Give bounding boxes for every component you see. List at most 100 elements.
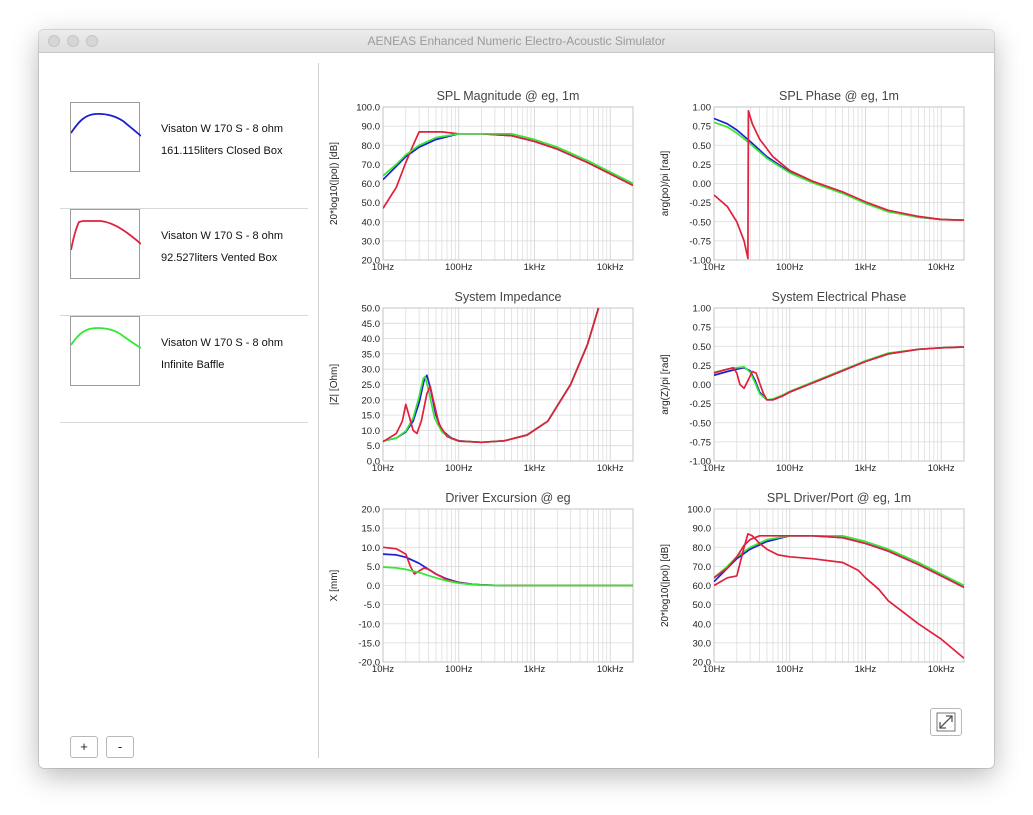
y-tick-label: 0.0 xyxy=(367,581,380,592)
chart-svg: -1.00 -0.75 -0.50 -0.25 0.00 0.25 0.50 0.75 1.00… xyxy=(660,290,965,474)
y-tick-label: 10.0 xyxy=(362,543,381,554)
y-tick-label: -15.0 xyxy=(358,638,380,649)
simulation-item-closed-box[interactable]: Visaton W 170 S - 8 ohm 161.115liters Cl… xyxy=(60,90,308,197)
y-tick-label: 90.0 xyxy=(362,122,381,133)
x-tick-label: 100Hz xyxy=(776,262,804,273)
x-tick-label: 100Hz xyxy=(445,664,473,675)
y-tick-label: -0.25 xyxy=(689,399,711,410)
y-tick-label: 20.0 xyxy=(362,395,381,406)
y-tick-label: 15.0 xyxy=(362,524,381,535)
x-tick-label: 1kHz xyxy=(524,463,546,474)
simulation-item-infinite-baffle[interactable]: Visaton W 170 S - 8 ohm Infinite Baffle xyxy=(60,304,308,411)
y-tick-label: 0.25 xyxy=(693,160,712,171)
window-title: AENEAS Enhanced Numeric Electro-Acoustic… xyxy=(367,34,666,48)
y-tick-label: 40.0 xyxy=(362,334,381,345)
series-line xyxy=(714,117,964,222)
plot-area xyxy=(382,307,634,462)
y-axis-label: |Z| [Ohm] xyxy=(329,364,340,406)
y-tick-label: 50.0 xyxy=(693,600,712,611)
chart-system-electrical-phase: -1.00 -0.75 -0.50 -0.25 0.00 0.25 0.50 0.75 1.00… xyxy=(656,286,966,486)
y-tick-label: 0.75 xyxy=(693,122,712,133)
series-line xyxy=(714,533,964,659)
y-tick-label: 100.0 xyxy=(687,505,711,516)
y-axis-label: 20*log10(|po|) [dB] xyxy=(660,544,671,627)
plot-area xyxy=(713,106,965,261)
y-tick-label: 40.0 xyxy=(362,217,381,228)
chart-system-impedance: 0.0 5.0 10.0 15.0 20.0 25.0 30.0 35.0 40.0 45.0 50… xyxy=(325,286,635,486)
expand-button[interactable] xyxy=(930,708,962,736)
y-tick-label: -0.25 xyxy=(689,198,711,209)
expand-icon xyxy=(936,712,956,732)
x-tick-label: 10kHz xyxy=(597,463,624,474)
simulation-driver-label: Visaton W 170 S - 8 ohm xyxy=(161,123,284,135)
simulation-enclosure-label: Infinite Baffle xyxy=(161,359,225,371)
y-tick-label: 70.0 xyxy=(693,562,712,573)
y-tick-label: 5.0 xyxy=(367,441,380,452)
y-tick-label: 0.50 xyxy=(693,342,712,353)
chart-title: System Impedance xyxy=(455,290,562,304)
x-tick-label: 10kHz xyxy=(597,664,624,675)
x-tick-label: 1kHz xyxy=(855,463,877,474)
y-tick-label: 45.0 xyxy=(362,319,381,330)
x-tick-label: 10Hz xyxy=(372,262,394,273)
y-tick-label: -1.00 xyxy=(689,256,711,267)
simulation-enclosure-label: 161.115liters Closed Box xyxy=(161,145,283,157)
simulation-driver-label: Visaton W 170 S - 8 ohm xyxy=(161,230,284,242)
y-tick-label: 20.0 xyxy=(362,505,381,516)
zoom-window-button[interactable] xyxy=(86,35,98,47)
y-tick-label: 10.0 xyxy=(362,426,381,437)
series-line xyxy=(383,132,633,185)
x-tick-label: 10kHz xyxy=(597,262,624,273)
y-axis-label: X [mm] xyxy=(329,569,340,601)
y-tick-label: 60.0 xyxy=(693,581,712,592)
x-tick-label: 1kHz xyxy=(524,262,546,273)
list-separator xyxy=(60,315,308,316)
closed-box-response-thumbnail-icon xyxy=(70,102,141,172)
y-tick-label: 0.50 xyxy=(693,141,712,152)
chart-spl-driver-port: 20.0 30.0 40.0 50.0 60.0 70.0 80.0 90.0 100.0 10H… xyxy=(656,487,966,687)
x-tick-label: 100Hz xyxy=(776,463,804,474)
x-tick-label: 10kHz xyxy=(928,262,955,273)
chart-spl-phase: -1.00 -0.75 -0.50 -0.25 0.00 0.25 0.50 0.75 1.00… xyxy=(656,85,966,285)
y-tick-label: -0.50 xyxy=(689,418,711,429)
x-tick-label: 10Hz xyxy=(372,463,394,474)
title-bar: AENEAS Enhanced Numeric Electro-Acoustic… xyxy=(39,30,994,53)
x-tick-label: 10Hz xyxy=(703,664,725,675)
vented-box-response-thumbnail-icon xyxy=(70,209,141,279)
y-tick-label: 30.0 xyxy=(693,638,712,649)
y-tick-label: 20.0 xyxy=(362,256,381,267)
chart-title: System Electrical Phase xyxy=(772,290,907,304)
chart-svg: 0.0 5.0 10.0 15.0 20.0 25.0 30.0 35.0 40.0 45.0 50… xyxy=(329,290,634,474)
series-line xyxy=(714,534,964,587)
y-axis-label: arg(Z)/pi [rad] xyxy=(660,354,671,415)
y-tick-label: -1.00 xyxy=(689,457,711,468)
y-tick-label: 60.0 xyxy=(362,179,381,190)
y-tick-label: 20.0 xyxy=(693,658,712,669)
y-tick-label: 0.00 xyxy=(693,179,712,190)
chart-title: SPL Phase @ eg, 1m xyxy=(779,89,899,103)
minimize-window-button[interactable] xyxy=(67,35,79,47)
pane-divider[interactable] xyxy=(318,63,319,758)
remove-simulation-button[interactable]: - xyxy=(106,736,134,758)
y-tick-label: 15.0 xyxy=(362,411,381,422)
chart-title: SPL Magnitude @ eg, 1m xyxy=(437,89,580,103)
close-window-button[interactable] xyxy=(48,35,60,47)
y-tick-label: -5.0 xyxy=(364,600,380,611)
y-tick-label: 30.0 xyxy=(362,236,381,247)
y-tick-label: 100.0 xyxy=(356,103,380,114)
y-tick-label: 5.0 xyxy=(367,562,380,573)
x-tick-label: 100Hz xyxy=(445,463,473,474)
series-line xyxy=(383,132,633,187)
y-tick-label: -20.0 xyxy=(358,658,380,669)
simulation-item-vented-box[interactable]: Visaton W 170 S - 8 ohm 92.527liters Ven… xyxy=(60,197,308,304)
y-tick-label: 50.0 xyxy=(362,304,381,315)
y-axis-label: 20*log10(|po|) [dB] xyxy=(329,142,340,225)
y-tick-label: 70.0 xyxy=(362,160,381,171)
y-tick-label: -0.75 xyxy=(689,437,711,448)
x-tick-label: 1kHz xyxy=(855,262,877,273)
infinite-baffle-response-thumbnail-icon xyxy=(70,316,141,386)
chart-spl-magnitude: 20.0 30.0 40.0 50.0 60.0 70.0 80.0 90.0 100.0 10H… xyxy=(325,85,635,285)
add-simulation-button[interactable]: + xyxy=(70,736,98,758)
series-line xyxy=(714,121,964,222)
chart-title: SPL Driver/Port @ eg, 1m xyxy=(767,491,911,505)
